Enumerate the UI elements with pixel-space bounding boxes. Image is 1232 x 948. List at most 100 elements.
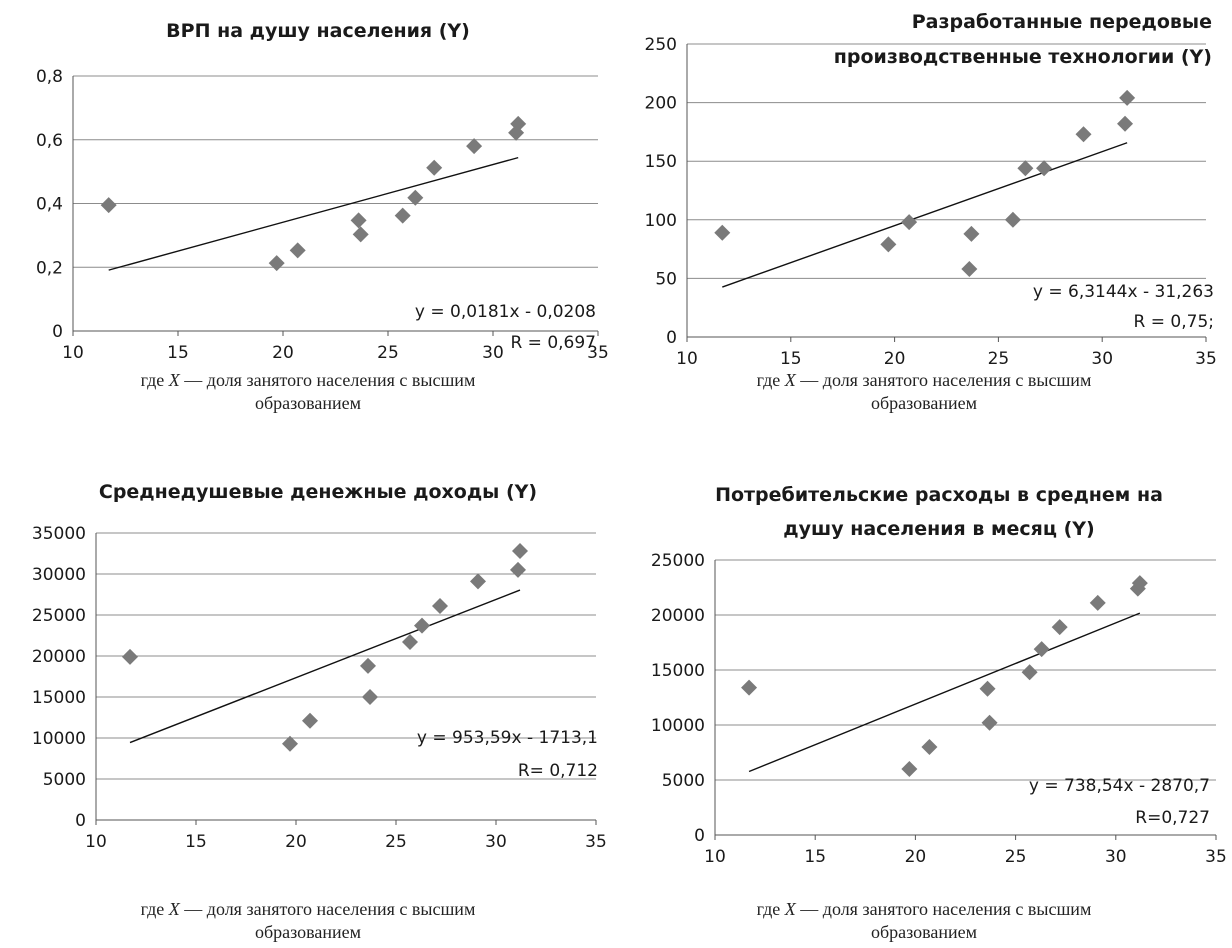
x-tick-label: 10 [704, 847, 726, 867]
y-tick-label: 0,6 [36, 131, 63, 151]
trendline [129, 589, 521, 744]
y-tick-label: 0 [694, 826, 705, 846]
data-point [1021, 664, 1038, 681]
data-point [963, 225, 980, 242]
data-point [402, 634, 418, 651]
x-tick-label: 30 [482, 343, 504, 363]
x-tick-label: 20 [884, 349, 906, 369]
x-tick-label: 10 [85, 832, 107, 852]
y-tick-label: 35000 [32, 524, 86, 544]
chart-average-income: 0 5000 10000 15000 20000 25000 30000 35000 10 15 2… [32, 481, 607, 852]
caption-prefix: где [140, 370, 169, 390]
caption-line2: образованием [870, 922, 978, 942]
caption-prefix: где [140, 899, 169, 919]
data-point [510, 561, 526, 578]
x-tick-label: 10 [62, 343, 84, 363]
data-point [901, 214, 918, 231]
data-point [1033, 641, 1050, 658]
data-point [289, 242, 306, 259]
x-tick-label: 30 [485, 832, 507, 852]
caption-variable: X [784, 899, 796, 919]
data-point [714, 224, 731, 241]
x-tick-label: 25 [1005, 847, 1027, 867]
data-point [394, 207, 411, 224]
correlation-coefficient: R=0,727 [1135, 808, 1210, 828]
x-tick-label: 35 [1205, 847, 1227, 867]
y-tick-label: 10000 [651, 716, 705, 736]
chart-title: производственные технологии (Y) [834, 46, 1212, 68]
x-tick-label: 35 [1195, 349, 1217, 369]
chart-panel-expenses: 0 5000 10000 15000 20000 25000 10 15 20 25 30 35 Пот… [616, 474, 1232, 948]
data-point [979, 680, 996, 697]
data-point [407, 189, 424, 206]
y-tick-label: 15000 [651, 661, 705, 681]
data-point [362, 689, 378, 705]
data-point [512, 543, 528, 560]
data-point [1017, 160, 1034, 177]
chart-consumer-expenses: 0 5000 10000 15000 20000 25000 10 15 20 25 30 35 Пот… [651, 484, 1227, 867]
y-tick-label: 10000 [32, 729, 86, 749]
y-tick-label: 50 [655, 269, 677, 289]
caption-text: — доля занятого населения с высшим [795, 899, 1092, 919]
data-point [360, 657, 376, 674]
caption-text: — доля занятого населения с высшим [795, 370, 1092, 390]
x-tick-label: 20 [285, 832, 307, 852]
data-point [1089, 594, 1106, 611]
caption-text: — доля занятого населения с высшим [179, 899, 476, 919]
x-tick-label: 10 [676, 349, 698, 369]
data-point [921, 739, 938, 755]
caption-prefix: где [756, 899, 785, 919]
x-tick-label: 25 [385, 832, 407, 852]
data-point [352, 226, 369, 243]
x-tick-label: 15 [167, 343, 189, 363]
caption-prefix: где [756, 370, 785, 390]
data-point [268, 255, 285, 272]
data-point [741, 679, 758, 696]
chart-title: ВРП на душу населения (Y) [166, 20, 470, 42]
chart-panel-technologies: 0 50 100 150 200 250 10 15 20 25 30 35 Разработанные… [616, 0, 1232, 474]
regression-equation: y = 0,0181x - 0,0208 [415, 302, 596, 322]
y-tick-label: 15000 [32, 688, 86, 708]
data-point [1075, 126, 1092, 143]
caption-variable: X [168, 370, 180, 390]
y-tick-label: 5000 [43, 770, 86, 790]
data-point [961, 261, 978, 278]
chart-caption: где X — доля занятого населения с высшим… [616, 898, 1232, 944]
correlation-coefficient: R = 0,75; [1134, 312, 1214, 332]
x-tick-label: 15 [804, 847, 826, 867]
chart-title: Разработанные передовые [912, 11, 1212, 33]
data-point [470, 573, 486, 590]
chart-title: душу населения в месяц (Y) [783, 518, 1094, 540]
correlation-coefficient: R= 0,712 [518, 761, 598, 781]
regression-equation: y = 738,54x - 2870,7 [1029, 776, 1210, 796]
y-tick-label: 5000 [662, 771, 705, 791]
chart-advanced-technologies: 0 50 100 150 200 250 10 15 20 25 30 35 Разработанные… [645, 11, 1217, 369]
y-tick-label: 200 [645, 94, 677, 114]
chart-title: Потребительские расходы в среднем на [715, 484, 1163, 506]
regression-equation: y = 6,3144x - 31,263 [1033, 282, 1214, 302]
caption-line2: образованием [870, 393, 978, 413]
data-point [466, 138, 483, 155]
data-point [100, 197, 117, 214]
data-point [302, 712, 318, 729]
data-point [1119, 89, 1136, 106]
chart-title: Среднедушевые денежные доходы (Y) [99, 481, 537, 503]
trendline [108, 156, 519, 271]
y-tick-label: 100 [645, 211, 677, 231]
y-tick-label: 150 [645, 152, 677, 172]
chart-caption: где X — доля занятого населения с высшим… [0, 898, 616, 944]
chart-caption: где X — доля занятого населения с высшим… [0, 369, 616, 415]
data-point [1131, 575, 1148, 592]
data-point [414, 617, 430, 634]
y-tick-label: 25000 [651, 551, 705, 571]
trendline [722, 142, 1128, 288]
data-point [981, 714, 998, 731]
data-point [282, 735, 298, 752]
y-tick-label: 20000 [651, 606, 705, 626]
x-tick-label: 15 [185, 832, 207, 852]
data-point [1004, 211, 1021, 228]
data-point [350, 212, 367, 229]
chart-panel-income: 0 5000 10000 15000 20000 25000 30000 35000 10 15 2… [0, 474, 616, 948]
y-tick-label: 0 [666, 328, 677, 348]
data-point [1051, 619, 1068, 636]
